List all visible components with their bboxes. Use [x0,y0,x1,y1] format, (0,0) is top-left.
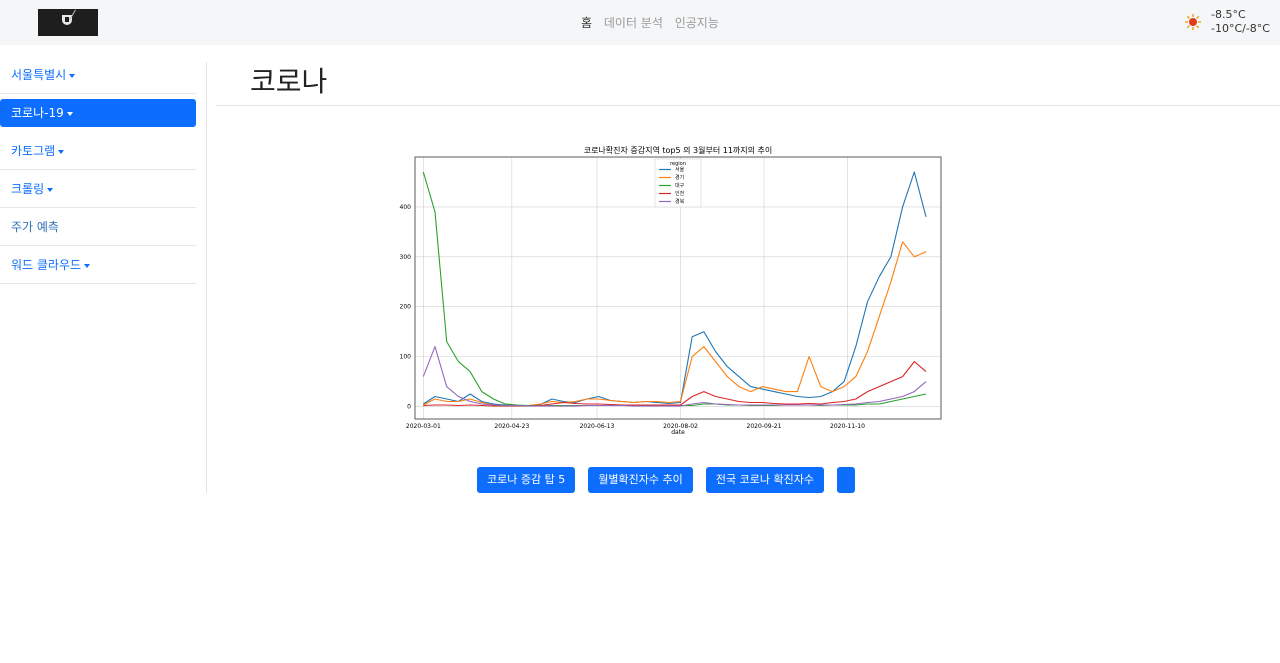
y-tick-label: 300 [400,254,412,261]
legend-box [654,158,702,208]
sidebar-item-stock-prediction[interactable]: 주가 예측 [0,208,196,246]
covid-chart: 코로나확진자 증감지역 top5 의 3월부터 11까지의 추이 0 100 200… [385,140,945,440]
legend-title: region [670,161,686,167]
sidebar-item-word-cloud[interactable]: 워드 클라우드 [0,246,196,284]
nav-links: 홈 데이터 분석 인공지능 [581,14,727,31]
plot-frame [414,156,942,420]
logo-mark-icon [62,15,72,25]
nationwide-cases-button[interactable]: 전국 코로나 확진자수 [705,467,824,493]
x-tick-label: 2020-03-01 [406,423,441,430]
sidebar: 서울특별시 코로나-19 카토그램 크롤링 주가 예측 워드 클라우드 [0,56,196,284]
x-tick-label: 2020-08-02 [663,423,698,430]
weather-widget: -8.5°C -10°C/-8°C [1184,8,1270,36]
x-axis-label: date [671,429,685,436]
nav-link-home[interactable]: 홈 [581,16,593,30]
sidebar-item-cartogram[interactable]: 카토그램 [0,132,196,170]
top5-change-button[interactable]: 코로나 증감 탑 5 [477,467,576,493]
caret-down-icon [69,73,76,78]
weather-temp-range: -10°C/-8°C [1210,22,1270,35]
y-tick-label: 0 [407,404,411,411]
sidebar-item-covid19[interactable]: 코로나-19 [0,99,196,127]
top-navbar: 홈 데이터 분석 인공지능 -8.5°C -10°C/-8°C [0,0,1280,45]
legend-entry: 경기 [675,174,684,181]
sidebar-item-label: 크롤링 [11,182,45,196]
sidebar-divider [206,62,207,493]
title-divider [216,105,1280,106]
sidebar-item-label: 서울특별시 [11,68,67,82]
legend-entry: 경북 [675,198,685,205]
sidebar-item-label: 카토그램 [11,144,56,158]
x-tick-label: 2020-06-13 [580,423,615,430]
sidebar-item-seoul[interactable]: 서울특별시 [0,56,196,94]
empty-button[interactable] [837,467,856,493]
x-tick-label: 2020-11-10 [830,423,865,430]
chart-title: 코로나확진자 증감지역 top5 의 3월부터 11까지의 추이 [584,145,773,155]
legend-entry: 대구 [675,182,685,189]
legend-entry: 인천 [675,190,685,197]
sidebar-item-label: 주가 예측 [11,220,59,234]
nav-link-ai[interactable]: 인공지능 [674,16,719,30]
caret-down-icon [84,263,91,268]
chart-button-group: 코로나 증감 탑 5 월별확진자수 추이 전국 코로나 확진자수 [477,467,863,493]
series-line-경북 [422,346,927,407]
caret-down-icon [47,187,54,192]
monthly-trend-button[interactable]: 월별확진자수 추이 [588,467,693,493]
series-line-경기 [423,241,927,407]
chart-svg: 코로나확진자 증감지역 top5 의 3월부터 11까지의 추이 0 100 200… [400,145,942,436]
weather-current-temp: -8.5°C [1210,8,1246,21]
sun-icon [1184,14,1201,30]
x-tick-label: 2020-04-23 [494,423,529,430]
nav-link-data-analysis[interactable]: 데이터 분석 [603,16,663,30]
y-tick-label: 100 [400,354,412,361]
series-line-인천 [423,361,927,407]
y-tick-label: 400 [400,204,412,211]
logo[interactable] [38,9,98,36]
y-tick-label: 200 [400,304,412,311]
legend-entry: 서울 [675,166,685,173]
page-title: 코로나 [250,65,328,98]
caret-down-icon [58,149,65,154]
x-tick-label: 2020-09-21 [747,423,782,430]
sidebar-item-crawling[interactable]: 크롤링 [0,170,196,208]
sidebar-item-label: 코로나-19 [11,106,64,120]
caret-down-icon [66,111,73,116]
sidebar-item-label: 워드 클라우드 [11,258,82,272]
